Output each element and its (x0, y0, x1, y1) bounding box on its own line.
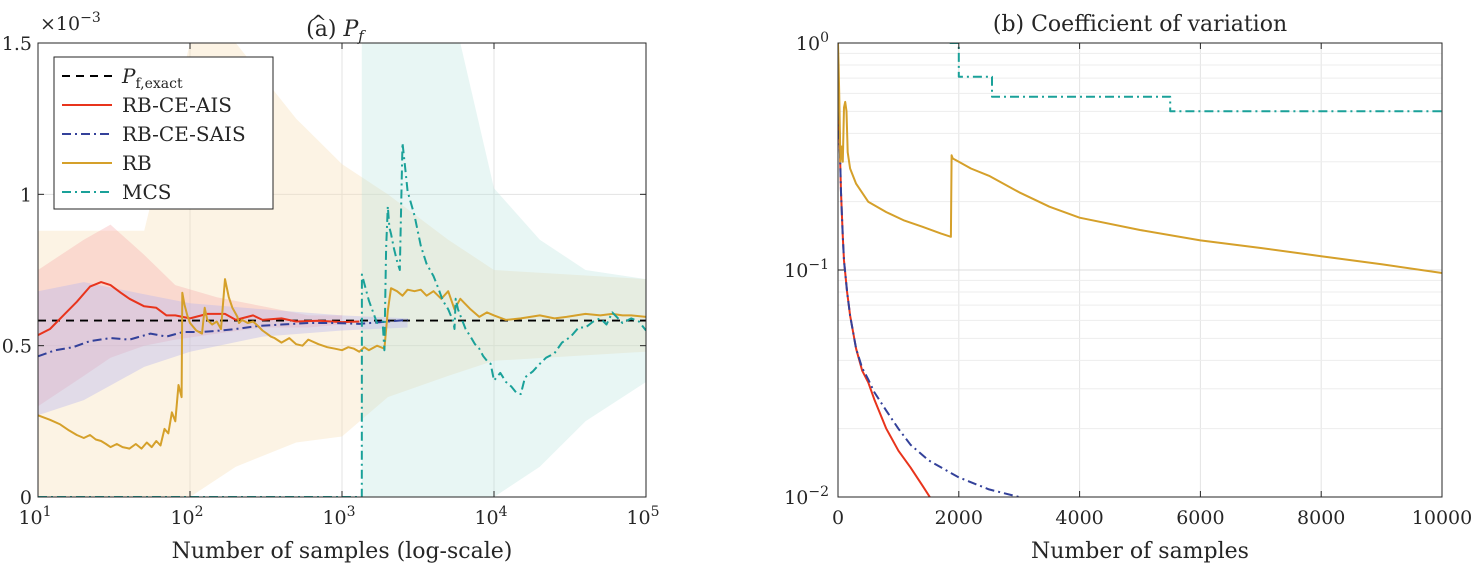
confidence-band-rb-ce-sais (38, 282, 408, 416)
tick-label-x-a: 101 (18, 504, 51, 529)
tick-label-x-b: 2000 (935, 507, 983, 529)
tick-label-y-a: 0 (20, 487, 32, 509)
xlabel-a: Number of samples (log-scale) (172, 539, 513, 564)
legend-label-mcs: MCS (122, 180, 171, 204)
ticks-a: 101 102 103 104 105 0 0.5 1 1.5 (2, 33, 660, 529)
series-line-rb-ce-sais (38, 318, 408, 358)
chart-panel-b: 0 2000 4000 6000 8000 10000 10−2 10−1 100 (b) Co… (784, 12, 1472, 564)
tick-label-x-b: 0 (832, 507, 844, 529)
confidence-band-rb-ce-ais (38, 224, 342, 407)
confidence-band-mcs (361, 43, 646, 497)
title-a: (a) Pf (306, 17, 366, 45)
series-b (838, 43, 1442, 497)
tick-label-x-b: 6000 (1176, 507, 1224, 529)
series-a (38, 141, 646, 497)
tick-label-y-b: 10−2 (784, 484, 829, 509)
series-line-rb (838, 43, 1442, 274)
tick-label-x-a: 105 (626, 504, 659, 529)
tick-label-y-b: 100 (796, 30, 829, 55)
y-exponent-a: ×10−3 (40, 10, 101, 35)
legend-label-pf-exact: Pf,exact (121, 64, 183, 92)
xlabel-b: Number of samples (1031, 539, 1249, 564)
tick-label-x-a: 103 (322, 504, 355, 529)
tick-label-x-b: 10000 (1412, 507, 1472, 529)
title-a-hat: ^ (310, 10, 327, 34)
series-line-mcs (949, 43, 1442, 113)
tick-label-y-b: 10−1 (784, 257, 829, 282)
tick-label-x-b: 4000 (1055, 507, 1103, 529)
ticks-b: 0 2000 4000 6000 8000 10000 10−2 10−1 100 (784, 30, 1472, 529)
series-line-mcs (38, 141, 646, 497)
grid-b (837, 43, 1443, 498)
legend-label-rb: RB (122, 151, 152, 175)
legend-label-rb-ce-sais: RB-CE-SAIS (122, 122, 246, 146)
tick-label-x-a: 104 (474, 504, 507, 529)
tick-label-x-a: 102 (170, 504, 203, 529)
tick-label-y-a: 1 (20, 184, 32, 206)
chart-panel-a: 101 102 103 104 105 0 0.5 1 1.5 (a) Pf ^ Number … (2, 10, 660, 564)
title-b: (b) Coefficient of variation (993, 12, 1287, 37)
tick-label-y-a: 0.5 (2, 336, 32, 358)
tick-label-x-b: 8000 (1297, 507, 1345, 529)
tick-label-y-a: 1.5 (2, 33, 32, 55)
legend-label-rb-ce-ais: RB-CE-AIS (122, 93, 232, 117)
series-line-rb-ce-ais (38, 281, 360, 336)
series-line-rb-ce-sais (838, 111, 1020, 497)
legend-box (53, 56, 274, 210)
